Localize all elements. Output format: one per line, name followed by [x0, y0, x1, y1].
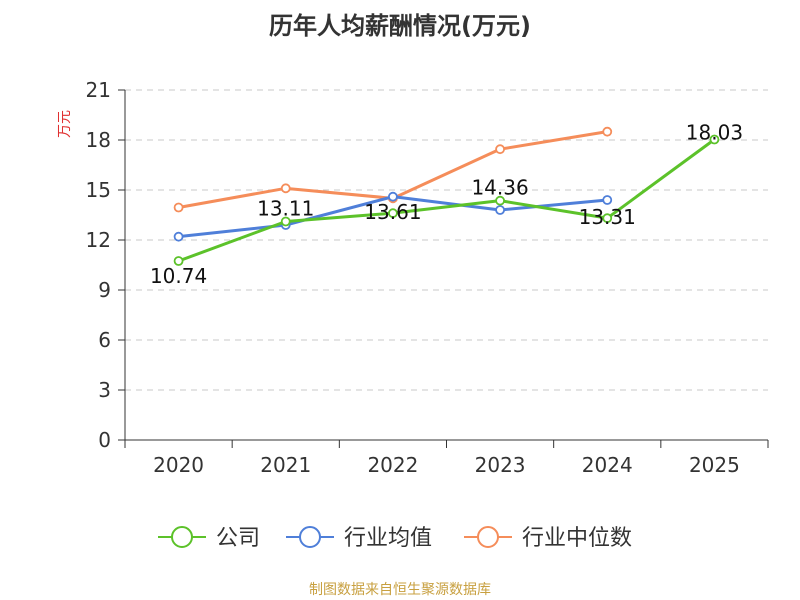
legend-item[interactable]: 行业中位数: [464, 526, 632, 551]
legend-swatch-marker: [299, 526, 321, 548]
data-point: [280, 216, 291, 227]
data-label: 13.11: [257, 197, 314, 221]
x-tick-label: 2024: [582, 453, 633, 477]
data-labels: 10.74 13.11 13.61 14.36 13.31 18.03: [150, 121, 743, 289]
y-tick-label: 3: [98, 378, 111, 402]
data-point: [495, 144, 505, 155]
chart-title: 历年人均薪酬情况(万元): [269, 12, 531, 40]
legend-label: 行业均值: [344, 526, 432, 551]
data-point: [388, 191, 398, 202]
x-tick-label: 2025: [689, 453, 740, 477]
axes: 0 3 6 9 12 15 18 21 2020 2021 2022 2023 2024 2025: [86, 78, 769, 477]
x-tick-label: 2023: [475, 453, 526, 477]
series-group: [173, 126, 720, 266]
data-label: 13.61: [364, 200, 421, 224]
legend-swatch-marker: [477, 526, 499, 548]
data-point: [602, 195, 613, 205]
data-label: 10.74: [150, 264, 207, 288]
y-tick-label: 6: [98, 328, 111, 352]
data-point: [388, 208, 398, 219]
y-tick-label: 9: [98, 278, 111, 302]
y-tick-label: 18: [86, 128, 111, 152]
source-note: 制图数据来自恒生聚源数据库: [309, 582, 491, 598]
legend-swatch-marker: [171, 526, 193, 548]
data-point: [173, 202, 184, 213]
y-tick-label: 0: [98, 428, 111, 452]
x-tick-label: 2020: [153, 453, 204, 477]
y-axis-label: 万元: [57, 110, 73, 138]
data-point: [495, 195, 505, 206]
data-point: [173, 256, 184, 266]
series-line-0: [178, 138, 716, 263]
y-tick-label: 15: [86, 178, 111, 202]
data-point: [602, 126, 613, 137]
legend[interactable]: 公司 行业均值 行业中位数: [158, 526, 632, 551]
legend-label: 公司: [216, 526, 260, 551]
data-point: [602, 213, 613, 224]
y-tick-label: 21: [86, 78, 111, 102]
grid-lines: [125, 89, 768, 391]
data-label: 18.03: [686, 121, 743, 145]
data-label: 13.31: [579, 205, 636, 229]
y-tick-label: 12: [86, 228, 111, 252]
data-label: 14.36: [471, 176, 528, 200]
legend-item[interactable]: 行业均值: [286, 526, 432, 551]
x-tick-label: 2021: [260, 453, 311, 477]
data-point: [280, 183, 291, 194]
data-point: [495, 205, 505, 215]
legend-label: 行业中位数: [522, 526, 632, 551]
x-tick-label: 2022: [367, 453, 418, 477]
data-point: [173, 231, 184, 242]
data-point: [709, 134, 720, 145]
legend-item[interactable]: 公司: [158, 526, 260, 551]
